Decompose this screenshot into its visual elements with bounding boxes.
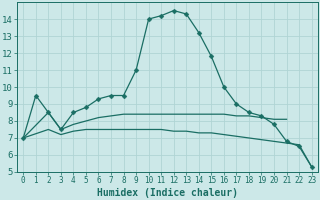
X-axis label: Humidex (Indice chaleur): Humidex (Indice chaleur) [97,188,238,198]
